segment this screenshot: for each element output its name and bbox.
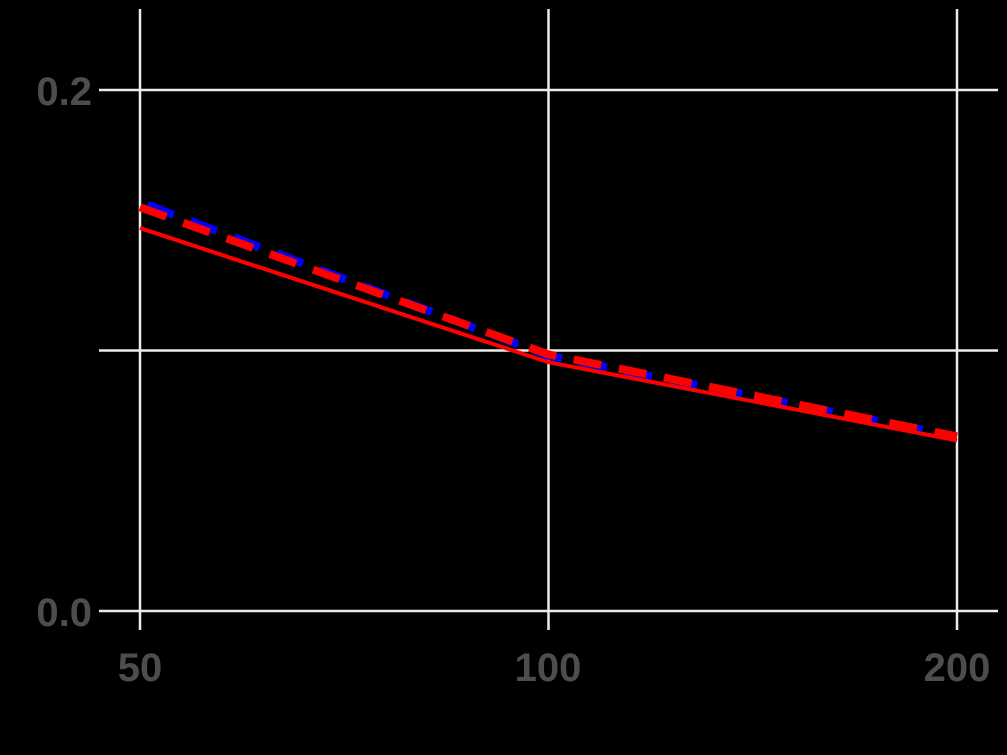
y-tick-label: 0.0: [36, 591, 92, 635]
y-tick-label: 0.2: [36, 70, 92, 114]
x-tick-label: 200: [924, 646, 991, 690]
series-red-solid-line: [139, 226, 958, 443]
x-axis-tick-labels: 50 100 200: [118, 646, 991, 690]
y-axis-tick-labels: 0.0 0.2: [36, 70, 92, 635]
x-tick-label: 50: [118, 646, 163, 690]
x-tick-label: 100: [515, 646, 582, 690]
series-red-dashed-line: [138, 203, 958, 441]
gridlines: [99, 9, 998, 630]
data-lines: [138, 198, 958, 443]
